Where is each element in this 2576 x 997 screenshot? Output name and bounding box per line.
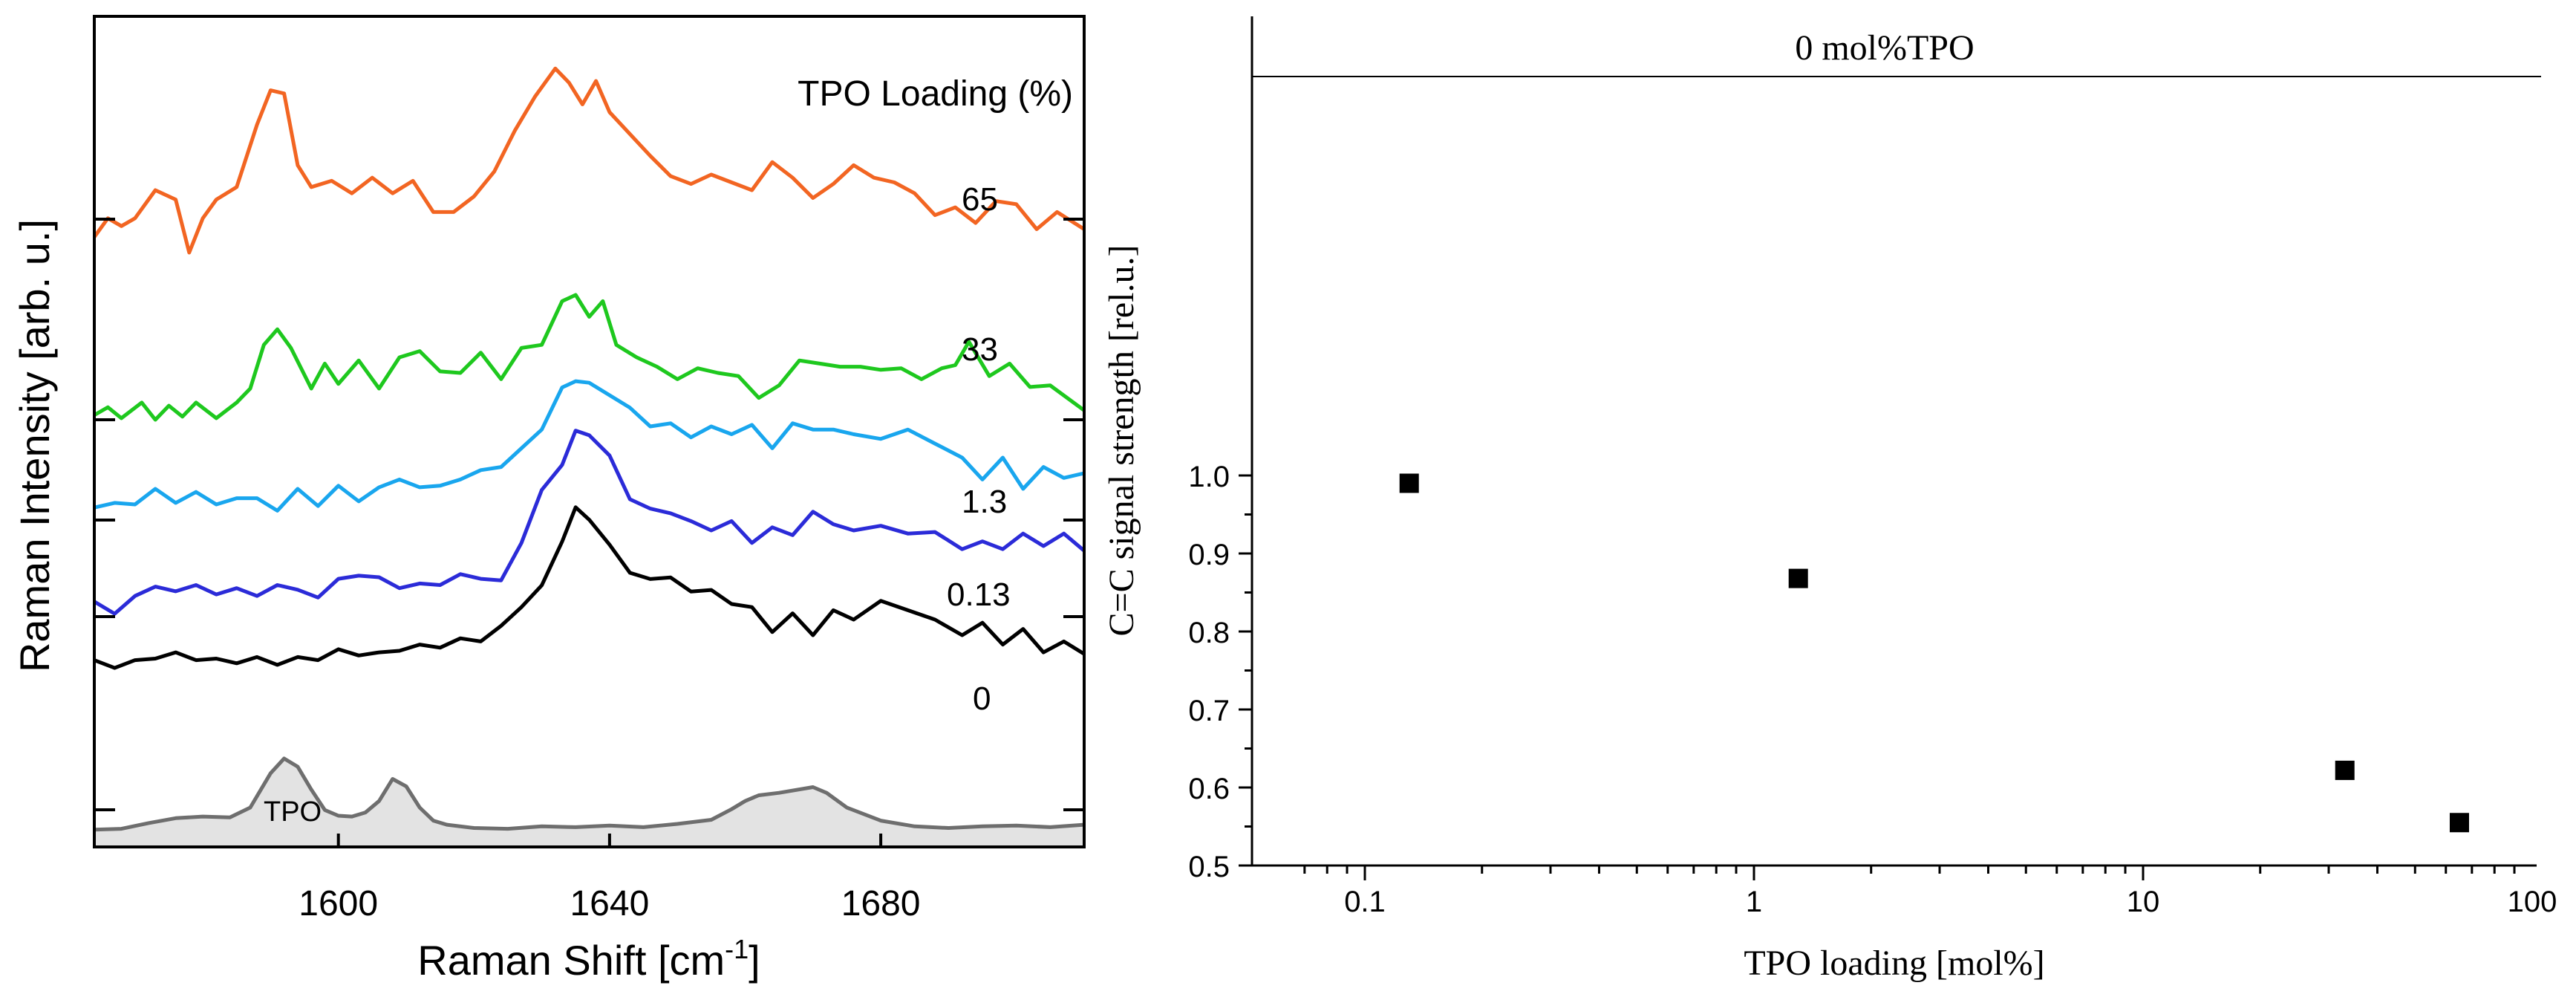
curve-label-tpo: TPO [264,796,322,828]
signal-y-tick-label: 0.9 [1188,539,1230,571]
signal-x-tick-label: 0.1 [1344,886,1386,918]
signal-y-axis: 0.5 0.6 0.7 0.8 0.9 1.0 [1188,461,1252,883]
raman-y-axis-label: Raman Intensity [arb. u.] [11,219,58,672]
legend-title: TPO Loading (%) [798,74,1073,114]
signal-strength-chart: 0 mol%TPO 0.5 0.6 0.7 0.8 0.9 1.0 0.1 1 10 100 T… [1102,16,2557,983]
curve-label-0-13: 0.13 [947,577,1011,613]
raman-x-axis-label: Raman Shift [cm-1] [417,934,760,984]
raman-plot-frame [93,15,1086,848]
tpo-reference-fill [94,759,1084,847]
raman-offset-ticks [94,218,1084,811]
signal-y-tick-label: 0.6 [1188,773,1230,805]
curve-label-65: 65 [962,181,998,218]
data-point [1788,568,1808,588]
curve-label-0: 0 [973,681,991,717]
curve-labels: 65 33 1.3 0.13 0 TPO [264,181,1011,828]
signal-y-axis-label: C=C signal strength [rel.u.] [1102,245,1141,637]
spectrum-line-0-13 [93,429,1086,616]
spectrum-line-65 [92,66,1086,255]
raman-x-tick-label: 1680 [841,884,921,923]
spectra-series [92,66,1086,847]
data-point [2335,760,2355,780]
signal-points [1399,473,2469,833]
raman-spectra-chart: 1600 1640 1680 65 33 1.3 0.13 0 TPO TPO Loading… [11,15,1086,984]
curve-label-33: 33 [962,331,998,368]
spectrum-line-33 [93,293,1086,422]
curve-label-1-3: 1.3 [962,484,1007,520]
signal-x-axis-label: TPO loading [mol%] [1744,944,2044,983]
signal-y-tick-label: 0.5 [1188,851,1230,883]
spectrum-line-tpo [94,756,1085,832]
signal-x-axis: 0.1 1 10 100 [1303,866,2557,918]
data-point [2449,813,2469,833]
signal-y-tick-label: 1.0 [1188,461,1230,493]
raman-x-axis: 1600 1640 1680 [299,834,920,923]
signal-x-tick-label: 10 [2127,886,2160,918]
spectrum-line-0 [94,505,1086,670]
signal-x-tick-label: 1 [1746,886,1762,918]
spectrum-line-1-3 [94,379,1085,513]
reference-line-label: 0 mol%TPO [1795,28,1974,68]
raman-x-tick-label: 1600 [299,884,378,923]
data-point [1399,473,1419,493]
signal-y-tick-label: 0.7 [1188,695,1230,727]
raman-x-tick-label: 1640 [570,884,649,923]
signal-x-tick-label: 100 [2508,886,2557,918]
signal-y-tick-label: 0.8 [1188,617,1230,649]
